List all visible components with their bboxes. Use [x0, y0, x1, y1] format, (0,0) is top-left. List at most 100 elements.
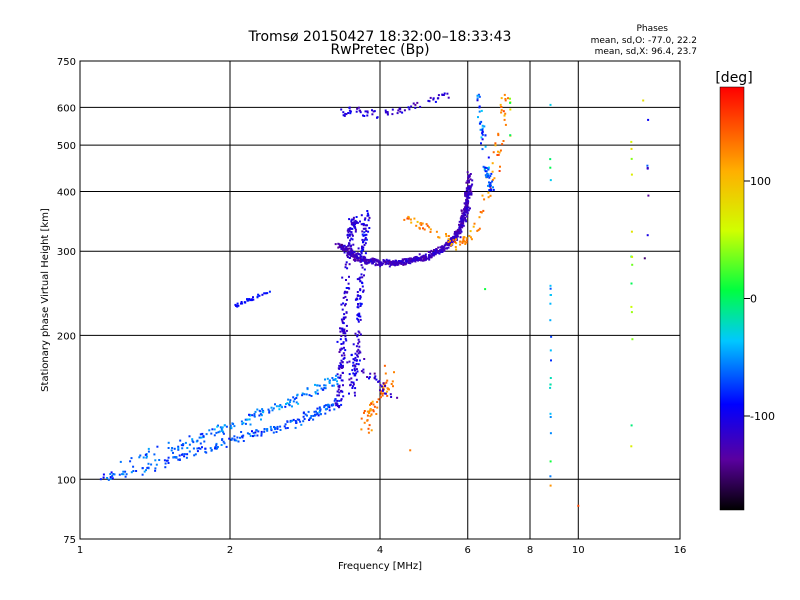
data-point [382, 386, 384, 389]
data-point [465, 239, 468, 242]
grid-lines [79, 60, 681, 540]
data-point [407, 257, 410, 260]
data-point [384, 372, 387, 375]
data-point [257, 430, 260, 433]
data-point [359, 258, 362, 261]
data-point [420, 256, 423, 259]
data-point [291, 419, 294, 422]
data-point [286, 420, 289, 423]
data-point [336, 383, 339, 386]
data-point [346, 234, 349, 237]
data-point [345, 287, 348, 289]
data-point [478, 227, 481, 230]
data-point [363, 274, 365, 277]
data-point [447, 241, 450, 243]
data-point [258, 414, 261, 417]
data-point [357, 315, 360, 318]
data-point [390, 262, 393, 265]
data-point [493, 177, 496, 180]
data-point [549, 349, 552, 352]
data-point [467, 196, 470, 199]
data-point [111, 477, 114, 480]
data-point [457, 228, 460, 231]
data-point [107, 478, 110, 481]
data-point [647, 118, 650, 121]
data-point [308, 394, 311, 397]
data-point [340, 244, 343, 246]
data-point [354, 373, 356, 376]
data-point [260, 414, 263, 417]
data-point [178, 454, 181, 457]
data-point [193, 454, 196, 457]
data-point [124, 475, 127, 478]
data-point [436, 250, 439, 253]
data-point [481, 127, 484, 130]
data-point [401, 111, 404, 114]
data-point [319, 413, 322, 416]
data-point [317, 414, 320, 417]
data-point [244, 418, 247, 421]
data-point [373, 110, 376, 113]
data-point [343, 346, 345, 349]
data-point [478, 106, 481, 109]
data-point [292, 400, 295, 403]
data-point [177, 445, 180, 448]
data-point [292, 396, 295, 399]
data-point [499, 103, 502, 106]
data-point [367, 230, 370, 233]
data-point [289, 420, 292, 423]
data-point [359, 296, 362, 299]
data-point [422, 254, 425, 257]
data-point [478, 110, 481, 113]
data-point [340, 365, 343, 368]
data-point [342, 296, 345, 299]
data-point [338, 364, 341, 367]
data-point [351, 218, 354, 221]
data-point [504, 112, 507, 115]
data-point [167, 456, 170, 459]
data-point [359, 333, 362, 336]
data-point [455, 235, 457, 238]
data-point [358, 359, 361, 362]
data-point [359, 315, 362, 318]
data-point [382, 388, 385, 391]
data-point [445, 235, 448, 238]
data-point [373, 405, 376, 408]
data-point [459, 225, 461, 227]
data-point [642, 99, 645, 102]
plot-frame [79, 60, 681, 540]
data-point [393, 371, 395, 374]
data-point [465, 195, 468, 198]
data-point [368, 376, 371, 379]
data-point [405, 258, 408, 261]
data-point [274, 403, 276, 406]
data-point [122, 470, 125, 473]
data-point [341, 329, 344, 332]
data-point [377, 380, 380, 383]
data-point [486, 172, 489, 175]
data-point [340, 318, 343, 321]
data-point [427, 99, 430, 102]
data-point [492, 188, 495, 191]
data-point [499, 149, 502, 152]
data-point [499, 165, 501, 168]
data-point [276, 427, 279, 430]
data-point [363, 260, 366, 263]
data-point [368, 412, 370, 414]
data-point [462, 215, 465, 218]
data-point [469, 178, 472, 181]
data-point [356, 334, 359, 337]
data-point [340, 303, 343, 306]
data-point [342, 302, 345, 305]
data-point [102, 473, 105, 476]
data-point [243, 301, 246, 304]
data-point [316, 384, 319, 387]
data-point [441, 94, 444, 96]
data-point [348, 360, 351, 363]
data-point [354, 369, 356, 372]
data-point [274, 426, 277, 429]
data-point [496, 154, 499, 156]
data-point [459, 223, 462, 226]
data-point [384, 392, 387, 395]
data-point [464, 203, 467, 206]
